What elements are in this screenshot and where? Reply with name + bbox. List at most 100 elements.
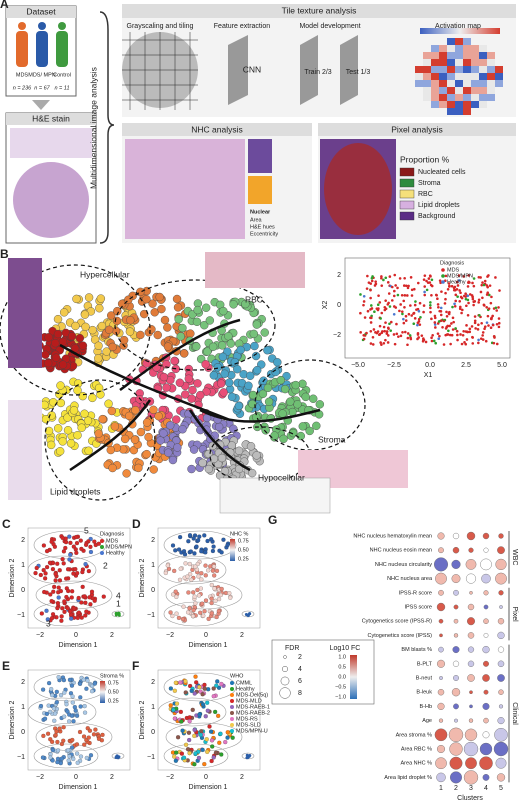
umap-point: [115, 754, 119, 758]
inset-point: [370, 279, 374, 283]
inset-point: [471, 295, 474, 299]
activation-cell: [431, 45, 439, 52]
legend-label: Healthy: [236, 686, 255, 692]
x-axis-label: Dimension 1: [59, 642, 98, 649]
cluster-point: [56, 398, 66, 408]
inset-point: [429, 283, 433, 287]
inset-point: [403, 305, 406, 309]
fdr-label: 4: [298, 666, 302, 673]
inset-point: [444, 291, 447, 295]
inset-point: [396, 286, 399, 290]
umap-point: [200, 601, 205, 606]
dot-cell: [482, 674, 490, 682]
cluster-point: [165, 421, 175, 430]
group-name: MDS/ MPN: [28, 72, 56, 78]
cluster-point: [58, 360, 68, 369]
activation-cell: [447, 38, 455, 45]
nhc-header: [122, 123, 312, 136]
umap-point: [67, 754, 72, 759]
inset-point: [409, 276, 413, 279]
umap-point: [188, 549, 193, 554]
nuclear-label: Nuclear: [250, 209, 271, 215]
cluster-point: [193, 305, 202, 315]
umap-point: [194, 544, 199, 549]
pixel-header: [318, 123, 516, 136]
cluster-point: [174, 314, 183, 324]
inset-point: [433, 321, 437, 324]
inset-point: [490, 295, 493, 299]
umap-point: [194, 680, 199, 685]
umap-point: [213, 709, 218, 714]
cluster-point: [253, 365, 262, 375]
y-tick-label: −2: [333, 332, 341, 339]
row-label: Age: [422, 718, 432, 724]
cluster-point: [218, 341, 227, 350]
umap-point: [203, 714, 208, 719]
cluster-point: [309, 394, 318, 403]
dot-cell: [439, 676, 443, 680]
activation-cell: [439, 45, 447, 52]
umap-point: [75, 760, 80, 765]
y-axis-label: X2: [322, 301, 329, 310]
inset-point: [461, 333, 465, 337]
tile-title: Tile texture analysis: [282, 5, 357, 15]
legend-dot: [100, 545, 104, 549]
cluster-point: [58, 337, 68, 347]
fdr-label: 6: [298, 678, 302, 685]
cluster-point: [298, 422, 307, 431]
umap-point: [83, 542, 89, 547]
core-image: [13, 162, 89, 238]
legend-dot: [230, 699, 234, 703]
activation-cell: [447, 80, 455, 87]
inset-point: [451, 305, 454, 309]
inset-point: [474, 327, 477, 330]
x-tick-label: 2: [240, 632, 244, 639]
inset-point: [423, 285, 427, 288]
umap-point: [174, 594, 179, 599]
inset-point: [379, 341, 382, 344]
activation-cell: [439, 66, 447, 73]
column-label: 3: [469, 785, 473, 792]
x-axis-label: Dimension 1: [189, 784, 228, 791]
inset-point: [432, 339, 436, 343]
umap-point: [172, 716, 177, 721]
legend-swatch: [399, 200, 415, 210]
cluster-point: [49, 398, 58, 407]
umap-point: [71, 571, 76, 576]
legend-dot: [230, 681, 234, 685]
inset-point: [386, 334, 390, 337]
umap-point: [62, 714, 67, 719]
inset-point: [488, 284, 492, 287]
dot-cell: [439, 633, 443, 638]
y-tick-label: 1: [151, 562, 155, 569]
inset-point: [447, 312, 451, 316]
umap-point: [74, 534, 79, 540]
legend-label: MDS: [106, 538, 119, 544]
cluster-point: [155, 292, 164, 302]
umap-point: [49, 687, 54, 692]
umap-point: [248, 612, 252, 616]
inset-point: [434, 341, 438, 345]
inset-point: [454, 327, 457, 330]
umap-point: [212, 586, 217, 591]
cluster-point: [229, 300, 238, 309]
inset-point: [463, 341, 466, 344]
cluster-point: [78, 341, 88, 350]
activation-scale: [420, 28, 500, 34]
x-axis-label: Dimension 1: [189, 642, 228, 649]
row-label: Area RBC %: [401, 746, 432, 752]
cluster-outline: [165, 580, 243, 610]
inset-point: [371, 335, 375, 339]
umap-point: [198, 732, 203, 737]
legend-label: MDS: [447, 267, 460, 273]
cluster-point: [189, 445, 199, 454]
inset-point: [445, 310, 448, 314]
umap-point: [52, 584, 57, 589]
group-label: Clinical: [511, 702, 518, 725]
umap-point: [186, 590, 191, 595]
activation-cell: [447, 73, 455, 80]
inset-point: [374, 280, 377, 283]
cluster-outline: [163, 530, 237, 560]
x-tick-label: −2: [36, 774, 44, 781]
cluster-point: [246, 442, 256, 451]
